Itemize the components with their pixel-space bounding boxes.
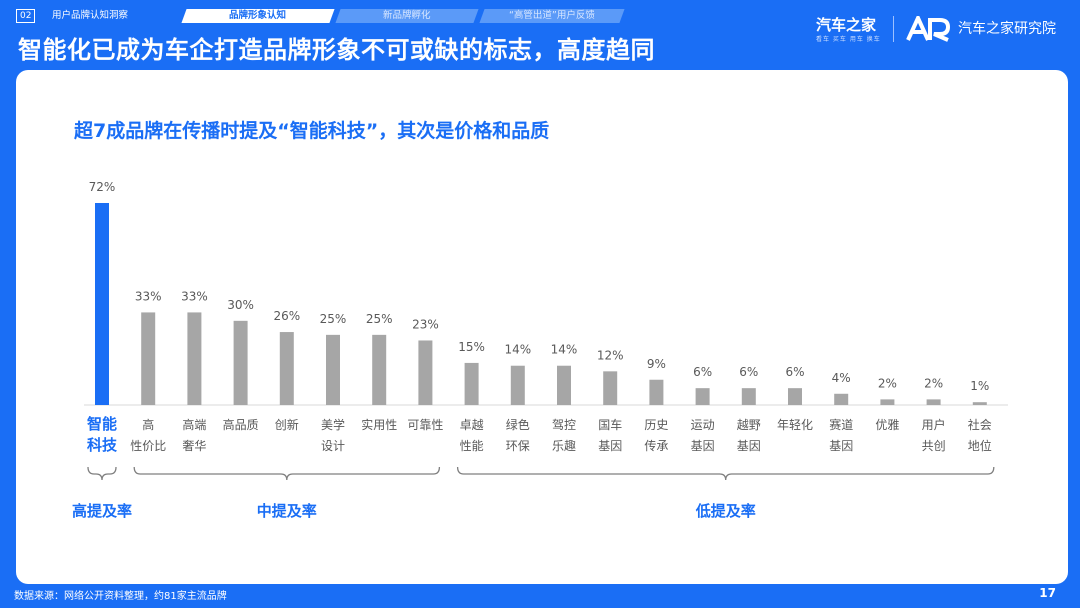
category-label: 实用性 <box>361 417 397 432</box>
bar <box>326 334 340 405</box>
value-label: 26% <box>273 309 300 323</box>
group-bracket <box>133 466 441 481</box>
value-label: 72% <box>89 180 116 194</box>
value-label: 12% <box>597 348 624 362</box>
value-label: 25% <box>366 312 393 326</box>
bar <box>880 399 895 405</box>
category-label: 基因 <box>829 439 853 453</box>
data-source-note: 数据来源：网络公开资料整理，约81家主流品牌 <box>14 591 227 602</box>
bar <box>95 203 109 405</box>
value-label: 25% <box>320 312 347 326</box>
page-title: 智能化已成为车企打造品牌形象不可或缺的标志，高度趋同 <box>18 36 655 64</box>
bar <box>926 399 941 405</box>
value-label: 33% <box>181 289 208 303</box>
group-label: 低提及率 <box>695 502 756 520</box>
category-label: 卓越 <box>460 418 484 432</box>
value-label: 30% <box>227 298 254 312</box>
category-label: 科技 <box>87 436 118 454</box>
ar-logo-icon <box>906 16 951 42</box>
autohome-logo: 汽车之家 <box>816 16 877 34</box>
category-label: 高 <box>142 417 154 432</box>
chart-title: 超7成品牌在传播时提及“智能科技”，其次是价格和品质 <box>74 120 550 142</box>
category-label: 环保 <box>506 439 530 453</box>
category-label: 驾控 <box>552 418 576 432</box>
category-label: 基因 <box>691 439 715 453</box>
group-bracket <box>87 466 117 481</box>
bar <box>972 402 987 405</box>
category-label: 基因 <box>737 439 761 453</box>
value-label: 2% <box>924 376 943 390</box>
value-label: 1% <box>970 379 989 393</box>
bar <box>741 388 756 405</box>
bar <box>279 332 294 405</box>
category-label: 美学 <box>321 417 345 432</box>
category-label: 设计 <box>321 439 345 453</box>
value-label: 14% <box>551 343 578 357</box>
category-label: 历史 <box>644 418 668 432</box>
bar <box>603 371 618 405</box>
category-label: 国车 <box>598 417 622 432</box>
category-label: 运动 <box>691 418 715 432</box>
category-label: 社会 <box>968 417 992 432</box>
group-bracket <box>456 466 995 481</box>
category-label: 地位 <box>968 438 992 453</box>
bar <box>418 340 433 405</box>
tab-bar: 用户品牌认知洞察 品牌形象认知 新品牌孵化 “高管出道”用户反馈 <box>16 9 636 23</box>
value-label: 9% <box>647 357 666 371</box>
bar <box>834 393 849 405</box>
bar <box>510 365 525 405</box>
group-label: 高提及率 <box>72 502 132 520</box>
bar <box>464 362 479 405</box>
category-label: 智能 <box>87 415 117 433</box>
tab-user-brand-insight[interactable]: 用户品牌认知洞察 <box>52 10 129 21</box>
category-label: 基因 <box>598 439 622 453</box>
value-label: 6% <box>785 365 804 379</box>
bar <box>695 388 710 405</box>
page-number: 17 <box>1039 586 1056 600</box>
value-label: 14% <box>504 343 531 357</box>
bar <box>372 334 387 405</box>
category-label: 性能 <box>460 439 484 453</box>
bar <box>649 379 664 405</box>
value-label: 2% <box>878 376 897 390</box>
category-label: 乐趣 <box>552 438 576 453</box>
category-label: 绿色 <box>506 417 530 432</box>
category-label: 赛道 <box>829 417 853 432</box>
value-label: 4% <box>832 371 851 385</box>
value-label: 33% <box>135 289 162 303</box>
category-label: 可靠性 <box>407 418 443 432</box>
category-label: 性价比 <box>130 439 166 453</box>
logo-divider <box>893 16 894 42</box>
value-label: 15% <box>458 340 485 354</box>
category-label: 高品质 <box>223 417 259 432</box>
category-label: 用户 <box>922 417 946 432</box>
bar <box>233 320 248 405</box>
institute-name: 汽车之家研究院 <box>958 21 1056 37</box>
value-label: 23% <box>412 317 439 331</box>
group-label: 中提及率 <box>257 502 317 520</box>
section-tabs: 02 <box>16 9 36 23</box>
category-label: 奢华 <box>182 439 206 453</box>
category-label: 高端 <box>182 417 206 432</box>
category-label: 创新 <box>275 417 299 432</box>
autohome-logo-tagline: 看车 买车 用车 换车 <box>816 36 881 43</box>
bar <box>187 312 202 405</box>
category-label: 越野 <box>737 418 761 432</box>
category-label: 共创 <box>922 439 946 453</box>
value-label: 6% <box>693 365 712 379</box>
value-label: 6% <box>739 365 758 379</box>
category-label: 优雅 <box>875 417 899 432</box>
bar <box>141 312 156 405</box>
category-label: 年轻化 <box>777 418 813 432</box>
section-number: 02 <box>16 9 36 23</box>
bar <box>557 365 571 405</box>
category-label: 传承 <box>644 438 668 453</box>
bar <box>788 388 802 405</box>
